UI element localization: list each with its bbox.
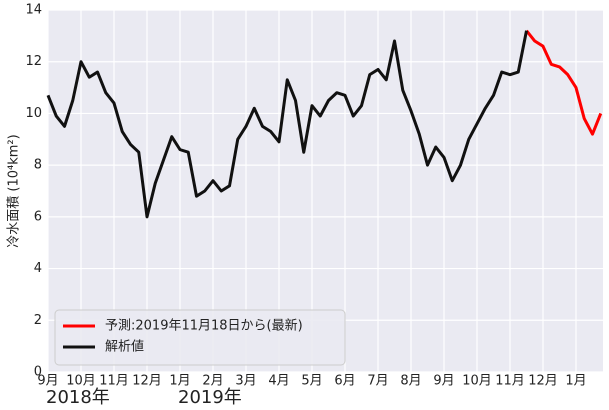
x-tick-label: 1月 <box>565 374 586 389</box>
x-tick-label: 5月 <box>301 374 322 389</box>
y-tick-label: 2 <box>34 313 42 328</box>
x-tick-label: 12月 <box>132 374 162 389</box>
x-tick-label: 3月 <box>235 374 256 389</box>
x-tick-label: 4月 <box>268 374 289 389</box>
x-tick-label: 12月 <box>528 374 558 389</box>
x-tick-label: 11月 <box>495 374 525 389</box>
legend-box <box>54 309 346 366</box>
x-tick-label: 6月 <box>334 374 355 389</box>
x-tick-label: 1月 <box>169 374 190 389</box>
y-tick-label: 4 <box>34 261 42 276</box>
y-axis-label: 冷水面積 (10⁴km²) <box>7 134 22 247</box>
year-label: 2019年 <box>178 387 242 408</box>
year-label: 2018年 <box>46 387 110 408</box>
y-tick-label: 0 <box>34 365 42 380</box>
x-tick-label: 7月 <box>367 374 388 389</box>
legend-label: 予測:2019年11月18日から(最新) <box>105 318 303 334</box>
x-tick-label: 9月 <box>37 374 58 389</box>
series-line <box>525 29 603 136</box>
series-line <box>46 30 528 219</box>
y-tick-label: 6 <box>34 209 42 224</box>
x-tick-label: 8月 <box>400 374 421 389</box>
x-tick-label: 11月 <box>99 374 129 389</box>
x-tick-label: 2月 <box>202 374 223 389</box>
x-tick-label: 10月 <box>66 374 96 389</box>
x-tick-label: 9月 <box>433 374 454 389</box>
y-tick-label: 10 <box>25 106 42 121</box>
legend-label: 解析値 <box>105 339 144 355</box>
x-tick-label: 10月 <box>462 374 492 389</box>
lines <box>46 29 603 219</box>
y-tick-label: 12 <box>25 54 42 69</box>
y-tick-label: 8 <box>34 158 42 173</box>
y-tick-label: 14 <box>25 3 42 18</box>
